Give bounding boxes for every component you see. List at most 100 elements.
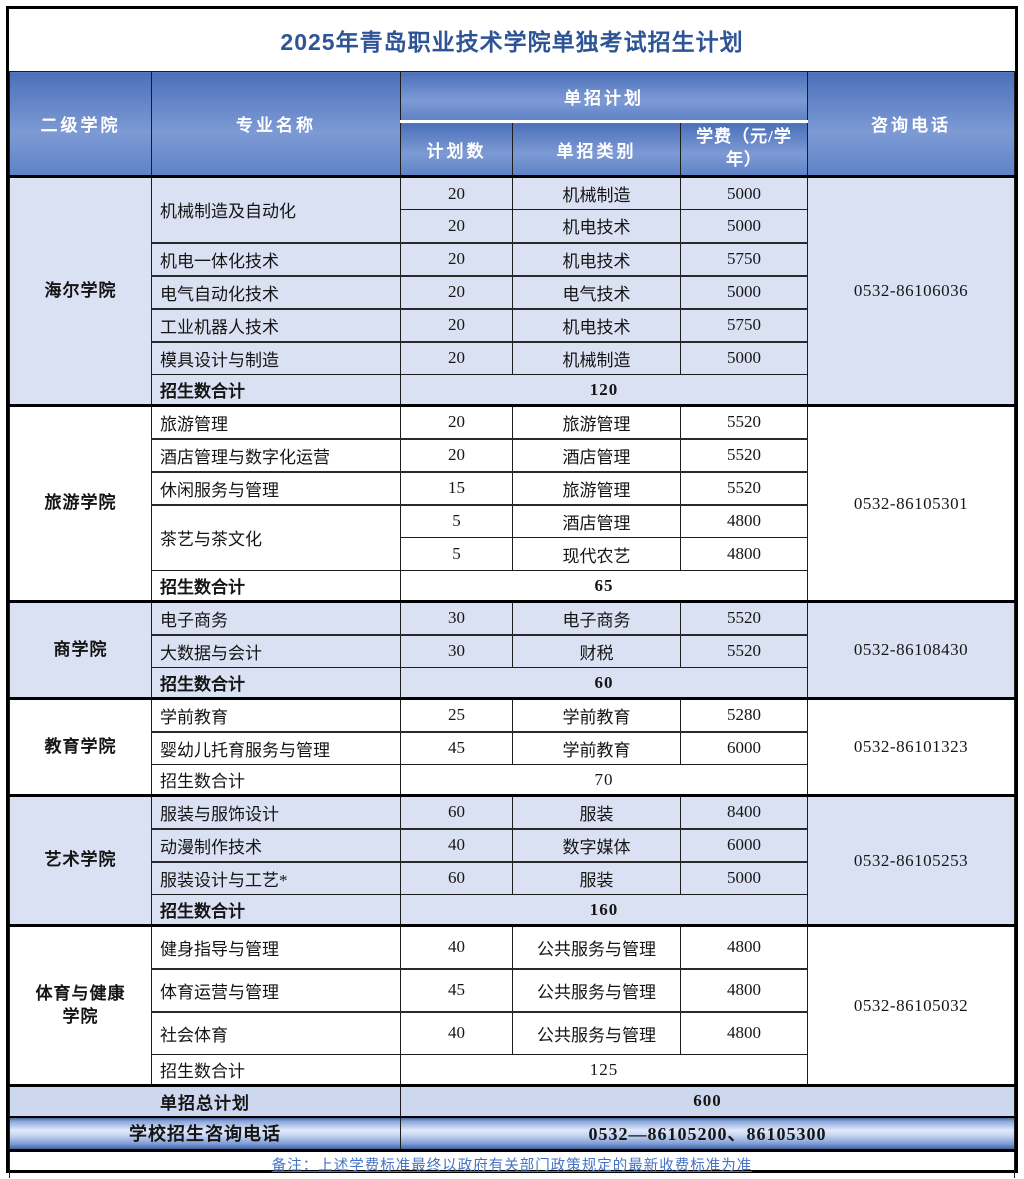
plan-category: 公共服务与管理 bbox=[512, 1010, 681, 1055]
major-name: 电子商务 bbox=[151, 600, 401, 635]
tuition-fee: 6000 bbox=[679, 730, 809, 765]
grand-total-row: 单招总计划 600 bbox=[9, 1084, 1015, 1117]
college-phone: 0532-86105253 bbox=[807, 794, 1015, 926]
plan-category: 电气技术 bbox=[512, 274, 681, 309]
major-name: 健身指导与管理 bbox=[151, 924, 401, 969]
plan-category: 机械制造 bbox=[512, 175, 681, 210]
title-bar: 2025年青岛职业技术学院单独考试招生计划 bbox=[9, 9, 1015, 71]
plan-count: 40 bbox=[400, 924, 513, 969]
plan-category: 电子商务 bbox=[512, 600, 681, 635]
plan-category: 旅游管理 bbox=[512, 470, 681, 505]
tuition-fee: 5280 bbox=[679, 697, 809, 732]
section-total-value: 60 bbox=[399, 667, 809, 699]
tuition-fee: 4800 bbox=[679, 967, 809, 1012]
header-category: 单招类别 bbox=[512, 121, 681, 177]
tuition-fee: 8400 bbox=[679, 794, 809, 829]
tuition-fee: 5000 bbox=[679, 274, 809, 309]
college-name: 旅游学院 bbox=[9, 404, 152, 602]
college-name: 艺术学院 bbox=[9, 794, 152, 926]
tuition-fee: 6000 bbox=[679, 827, 809, 862]
tuition-fee: 5520 bbox=[679, 437, 809, 472]
note-row: 备注：上述学费标准最终以政府有关部门政策规定的最新收费标准为准 bbox=[9, 1149, 1015, 1178]
college-name: 海尔学院 bbox=[9, 175, 152, 406]
college-name-text: 海尔学院 bbox=[44, 280, 117, 300]
plan-category: 机械制造 bbox=[512, 340, 681, 375]
plan-count: 40 bbox=[400, 1010, 513, 1055]
plan-count: 20 bbox=[400, 274, 513, 309]
table-frame: 2025年青岛职业技术学院单独考试招生计划 二级学院 专业名称 单招计划 咨询电… bbox=[6, 6, 1018, 1178]
plan-count: 30 bbox=[400, 633, 513, 668]
plan-count: 20 bbox=[400, 340, 513, 375]
plan-count: 15 bbox=[400, 470, 513, 505]
page-title: 2025年青岛职业技术学院单独考试招生计划 bbox=[280, 29, 744, 55]
major-name: 电气自动化技术 bbox=[151, 274, 401, 309]
plan-category: 学前教育 bbox=[512, 697, 681, 732]
school-phone-value: 0532—86105200、86105300 bbox=[400, 1115, 1015, 1151]
college-phone: 0532-86101323 bbox=[807, 697, 1015, 796]
plan-category: 酒店管理 bbox=[512, 503, 681, 538]
table-body: 海尔学院 机械制造及自动化 20 机械制造 5000 0532-86106036 20 机电技… bbox=[9, 175, 1015, 1086]
tuition-fee: 5520 bbox=[679, 600, 809, 635]
college-name-text: 体育与健康学院 bbox=[35, 984, 126, 1026]
table-row: 5 现代农艺 4800 bbox=[10, 537, 1015, 571]
tuition-fee: 5750 bbox=[679, 307, 809, 342]
plan-count: 60 bbox=[400, 860, 513, 895]
section-total-row: 招生数合计 125 bbox=[10, 1054, 1015, 1086]
major-name: 动漫制作技术 bbox=[151, 827, 401, 862]
header-plan-count: 计划数 bbox=[400, 121, 513, 177]
table-row: 体育与健康学院 健身指导与管理 40 公共服务与管理 4800 0532-86105032 bbox=[9, 924, 1015, 1086]
college-name: 教育学院 bbox=[9, 697, 152, 796]
plan-category: 数字媒体 bbox=[512, 827, 681, 862]
plan-count: 20 bbox=[400, 307, 513, 342]
header-tuition: 学费（元/学年） bbox=[679, 121, 809, 177]
college-phone: 0532-86105032 bbox=[807, 924, 1015, 1086]
major-name: 茶艺与茶文化 bbox=[151, 503, 401, 571]
admission-plan-table: 二级学院 专业名称 单招计划 咨询电话 计划数 单招类别 学费（元/学年） 海尔… bbox=[9, 71, 1015, 1178]
section-total-value: 125 bbox=[399, 1054, 809, 1086]
plan-category: 酒店管理 bbox=[512, 437, 681, 472]
tuition-fee: 5520 bbox=[679, 633, 809, 668]
school-phone-label: 学校招生咨询电话 bbox=[9, 1115, 401, 1151]
grand-total-value: 600 bbox=[400, 1084, 1015, 1117]
table-row: 教育学院 学前教育 25 学前教育 5280 0532-86101323 bbox=[9, 697, 1015, 796]
major-name: 学前教育 bbox=[151, 697, 401, 732]
section-total-value: 70 bbox=[399, 764, 809, 796]
college-phone: 0532-86108430 bbox=[807, 600, 1015, 699]
plan-count: 20 bbox=[400, 209, 513, 243]
tuition-fee: 5000 bbox=[679, 175, 809, 210]
grand-total-label: 单招总计划 bbox=[9, 1084, 401, 1117]
college-name-text: 教育学院 bbox=[44, 736, 117, 756]
major-name: 酒店管理与数字化运营 bbox=[151, 437, 401, 472]
plan-count: 20 bbox=[400, 175, 513, 210]
major-name: 模具设计与制造 bbox=[151, 340, 401, 375]
plan-category: 财税 bbox=[512, 633, 681, 668]
plan-category: 服装 bbox=[512, 794, 681, 829]
plan-category: 机电技术 bbox=[512, 241, 681, 276]
section-total-label: 招生数合计 bbox=[151, 894, 401, 926]
college-name-text: 商学院 bbox=[53, 639, 108, 659]
plan-count: 40 bbox=[400, 827, 513, 862]
section-total-value: 65 bbox=[399, 570, 809, 602]
table-row: 动漫制作技术 40 数字媒体 6000 bbox=[10, 827, 1015, 862]
table-row: 体育运营与管理 45 公共服务与管理 4800 bbox=[10, 967, 1015, 1012]
tuition-fee: 4800 bbox=[679, 537, 809, 571]
plan-count: 5 bbox=[400, 503, 513, 538]
plan-category: 服装 bbox=[512, 860, 681, 895]
section-total-value: 120 bbox=[399, 374, 809, 406]
tuition-fee: 5000 bbox=[679, 209, 809, 243]
section-total-label: 招生数合计 bbox=[151, 570, 401, 602]
section-total-label: 招生数合计 bbox=[151, 374, 401, 406]
table-row: 大数据与会计 30 财税 5520 bbox=[10, 633, 1015, 668]
table-row: 海尔学院 机械制造及自动化 20 机械制造 5000 0532-86106036 bbox=[9, 175, 1015, 406]
college-phone: 0532-86106036 bbox=[807, 175, 1015, 406]
header-phone: 咨询电话 bbox=[807, 71, 1015, 177]
major-name: 服装设计与工艺* bbox=[151, 860, 401, 895]
tuition-fee: 5520 bbox=[679, 470, 809, 505]
major-name: 服装与服饰设计 bbox=[151, 794, 401, 829]
plan-category: 旅游管理 bbox=[512, 404, 681, 439]
plan-category: 机电技术 bbox=[512, 209, 681, 243]
major-name: 体育运营与管理 bbox=[151, 967, 401, 1012]
table-row: 机电一体化技术 20 机电技术 5750 bbox=[10, 241, 1015, 276]
header-college: 二级学院 bbox=[9, 71, 152, 177]
major-name: 机械制造及自动化 bbox=[151, 175, 401, 243]
